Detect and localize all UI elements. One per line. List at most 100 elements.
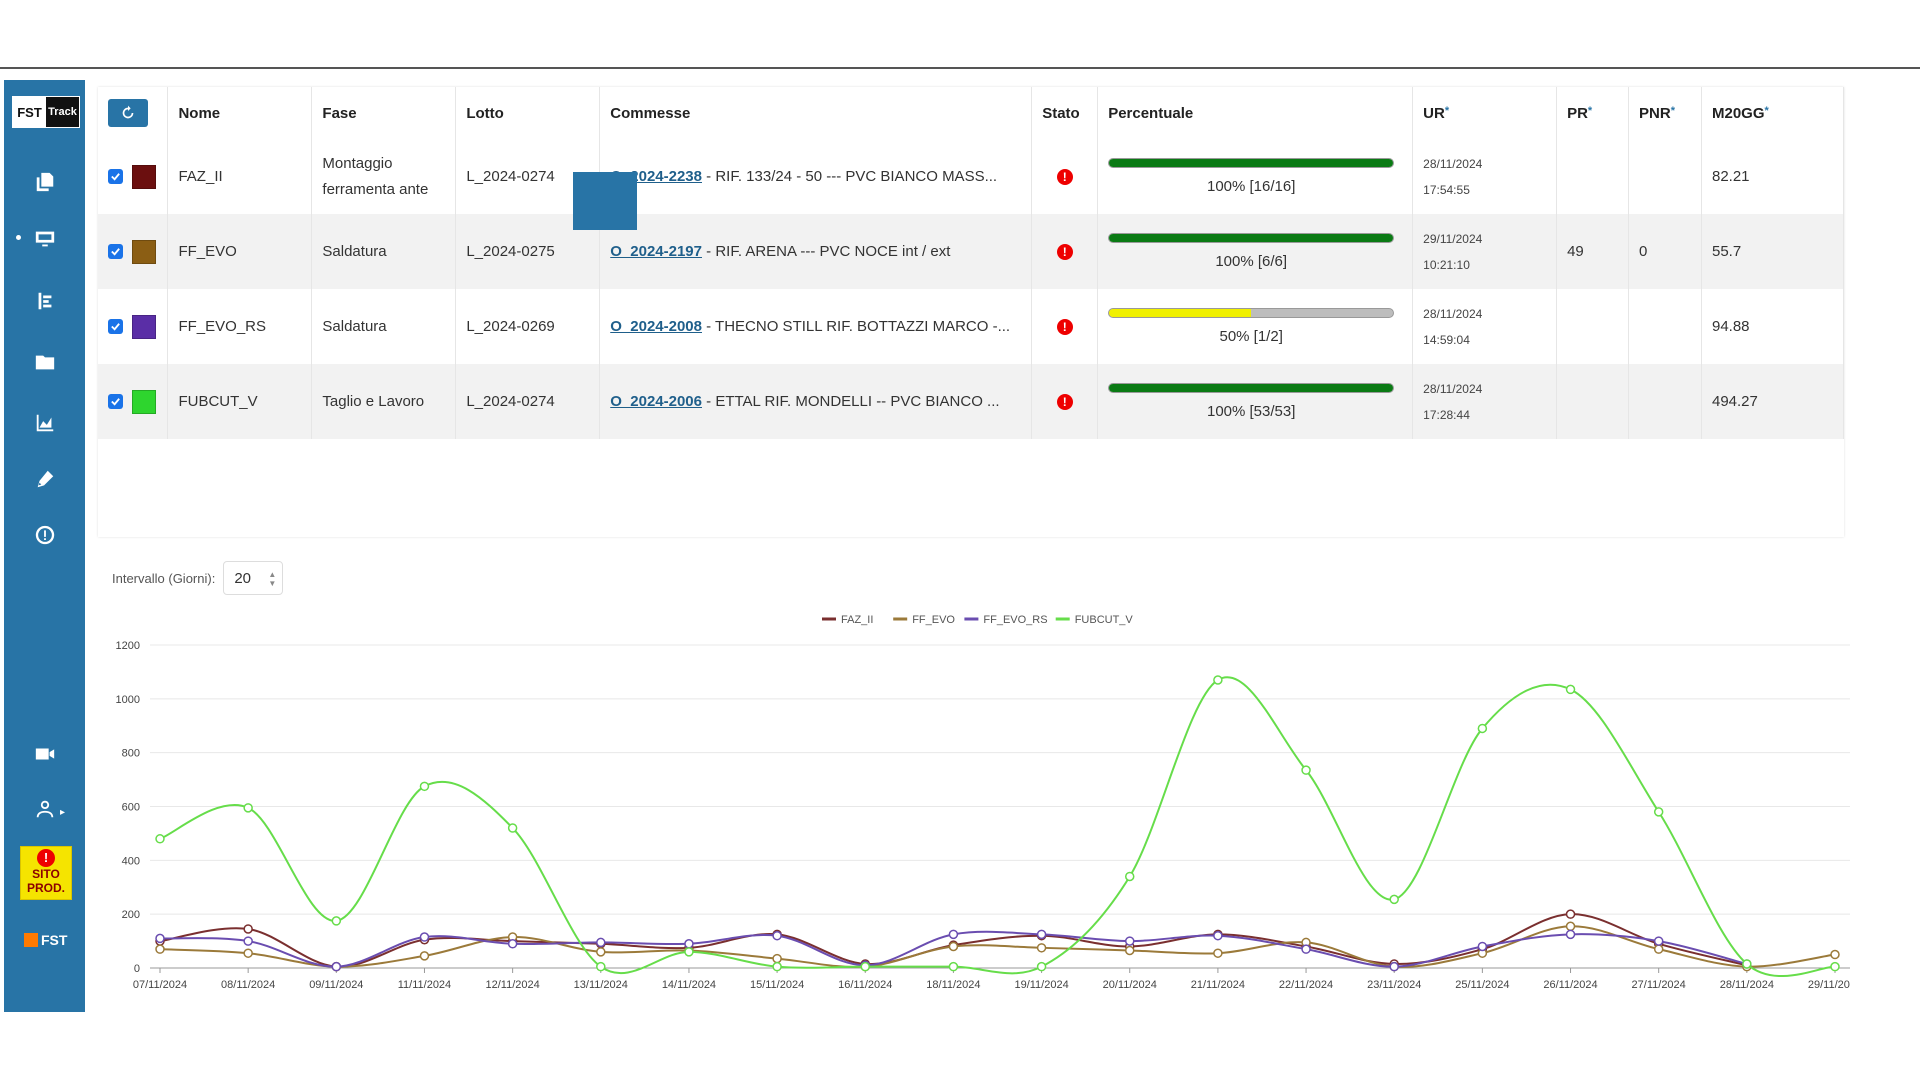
pnr-cell (1628, 139, 1702, 214)
table-row[interactable]: FAZ_II Montaggio ferramenta ante L_2024-… (98, 139, 1845, 214)
check-icon (111, 398, 120, 406)
sito-prod-button[interactable]: ! SITO PROD. (20, 846, 72, 900)
user-icon[interactable] (30, 794, 60, 824)
pen-icon[interactable] (30, 464, 60, 494)
commessa-link[interactable]: O_2024-2008 (610, 318, 702, 335)
ur-cell: 28/11/2024 17:28:44 (1412, 364, 1558, 439)
data-point-FUBCUT_V (419, 781, 430, 792)
col-ur[interactable]: UR* (1412, 87, 1558, 139)
data-point-FF_EVO_RS (1389, 961, 1399, 972)
legend-label: FF_EVO_RS (983, 614, 1047, 626)
fst-link[interactable]: FST (24, 932, 67, 948)
logo-right: Track (46, 97, 79, 127)
fase-cell: Saldatura (311, 289, 457, 364)
chart-list-icon[interactable] (30, 286, 60, 316)
col-fase[interactable]: Fase (311, 87, 457, 139)
camera-icon[interactable] (30, 739, 60, 769)
progress-bar (1108, 308, 1395, 318)
data-point-FF_EVO (1653, 944, 1664, 954)
commessa-link[interactable]: O_2024-2197 (610, 243, 702, 260)
col-nome[interactable]: Nome (167, 87, 313, 139)
line-chart: 0 200 400 600 800 1000 1200 07/11/2024 08/11/202… (116, 614, 1850, 991)
data-point-FF_EVO_RS (1213, 930, 1223, 941)
legend-label: FAZ_II (841, 614, 873, 626)
table-row[interactable]: FF_EVO Saldatura L_2024-0275 O_2024-2197… (98, 214, 1845, 289)
data-point-FF_EVO (1213, 948, 1223, 958)
ur-star: * (1444, 104, 1450, 117)
row-select-cell (98, 289, 169, 364)
error-status-icon[interactable]: ! (1056, 393, 1073, 410)
nome-cell: FAZ_II (167, 139, 313, 214)
row-select-cell (98, 364, 169, 439)
col-pnr[interactable]: PNR* (1628, 87, 1702, 139)
data-point-FUBCUT_V (1301, 765, 1311, 775)
pr-cell (1556, 289, 1630, 364)
monitor-icon[interactable] (30, 224, 60, 254)
commessa-text: - RIF. 133/24 - 50 --- PVC BIANCO MASS..… (702, 168, 998, 185)
x-tick-label: 29/11/2024 (1808, 979, 1850, 991)
fst-track-logo[interactable]: FST Track (12, 96, 80, 128)
production-table-panel: Nome Fase Lotto Commesse Stato Percentua… (98, 87, 1845, 537)
ur-date: 29/11/2024 (1423, 231, 1483, 246)
progress-fill (1109, 159, 1394, 167)
series-line-FF_EVO (159, 925, 1836, 968)
data-point-FUBCUT_V (1477, 723, 1488, 734)
x-tick-label: 13/11/2024 (574, 979, 628, 991)
progress-fill (1109, 384, 1394, 392)
table-row[interactable]: FUBCUT_V Taglio e Lavoro L_2024-0274 O_2… (98, 364, 1845, 439)
row-checkbox[interactable] (108, 244, 123, 259)
commessa-link[interactable]: O_2024-2006 (610, 393, 702, 410)
x-tick-label: 16/11/2024 (838, 979, 892, 991)
refresh-button[interactable] (108, 99, 148, 127)
progress-bar (1108, 233, 1395, 243)
col-percentuale[interactable]: Percentuale (1097, 87, 1414, 139)
stepper-arrows-icon[interactable]: ▲ ▼ (268, 570, 277, 588)
data-point-FF_EVO (1124, 945, 1135, 956)
data-point-FF_EVO_RS (948, 929, 959, 940)
x-tick-label: 20/11/2024 (1103, 979, 1157, 991)
area-chart-icon[interactable] (30, 408, 60, 438)
data-point-FF_EVO_RS (507, 939, 518, 949)
y-tick-label: 400 (122, 855, 140, 867)
active-indicator (16, 235, 21, 240)
data-point-FUBCUT_V (860, 961, 871, 972)
user-menu-chevron-icon[interactable]: ▸ (60, 807, 66, 818)
ur-date: 28/11/2024 (1423, 156, 1483, 171)
table-row[interactable]: FF_EVO_RS Saldatura L_2024-0269 O_2024-2… (98, 289, 1845, 364)
progress-text: 100% [6/6] (1215, 253, 1288, 270)
col-stato[interactable]: Stato (1031, 87, 1099, 139)
folder-icon[interactable] (30, 347, 60, 377)
copy-icon[interactable] (30, 167, 60, 197)
interval-input[interactable]: 20 ▲ ▼ (223, 561, 284, 595)
row-checkbox[interactable] (108, 319, 123, 334)
y-tick-label: 600 (122, 802, 140, 814)
info-icon[interactable] (30, 520, 60, 550)
col-lotto[interactable]: Lotto (455, 87, 601, 139)
row-checkbox[interactable] (108, 169, 123, 184)
error-status-icon[interactable]: ! (1056, 318, 1073, 335)
commessa-text: - RIF. ARENA --- PVC NOCE int / ext (702, 243, 951, 260)
data-point-FF_EVO_RS (596, 937, 606, 948)
data-point-FF_EVO (948, 941, 959, 952)
row-checkbox[interactable] (108, 394, 123, 409)
error-status-icon[interactable]: ! (1056, 168, 1073, 185)
col-m20gg[interactable]: M20GG* (1701, 87, 1845, 139)
percentuale-cell: 100% [16/16] (1097, 139, 1414, 214)
progress-fill (1109, 309, 1252, 317)
percentuale-cell: 50% [1/2] (1097, 289, 1414, 364)
x-tick-label: 27/11/2024 (1632, 979, 1686, 991)
col-commesse[interactable]: Commesse (599, 87, 1033, 139)
x-tick-label: 11/11/2024 (398, 979, 451, 991)
overlay-square (573, 172, 637, 230)
m20gg-cell: 494.27 (1701, 364, 1845, 439)
data-point-FUBCUT_V (596, 961, 606, 972)
legend-label: FF_EVO (912, 614, 955, 626)
progress-bar (1108, 158, 1395, 168)
x-tick-label: 28/11/2024 (1720, 979, 1774, 991)
col-pr[interactable]: PR* (1556, 87, 1630, 139)
check-icon (111, 173, 120, 181)
data-point-FF_EVO (1036, 943, 1047, 953)
ur-cell: 28/11/2024 14:59:04 (1412, 289, 1558, 364)
commessa-cell: O_2024-2238 - RIF. 133/24 - 50 --- PVC B… (599, 139, 1033, 214)
error-status-icon[interactable]: ! (1056, 243, 1073, 260)
